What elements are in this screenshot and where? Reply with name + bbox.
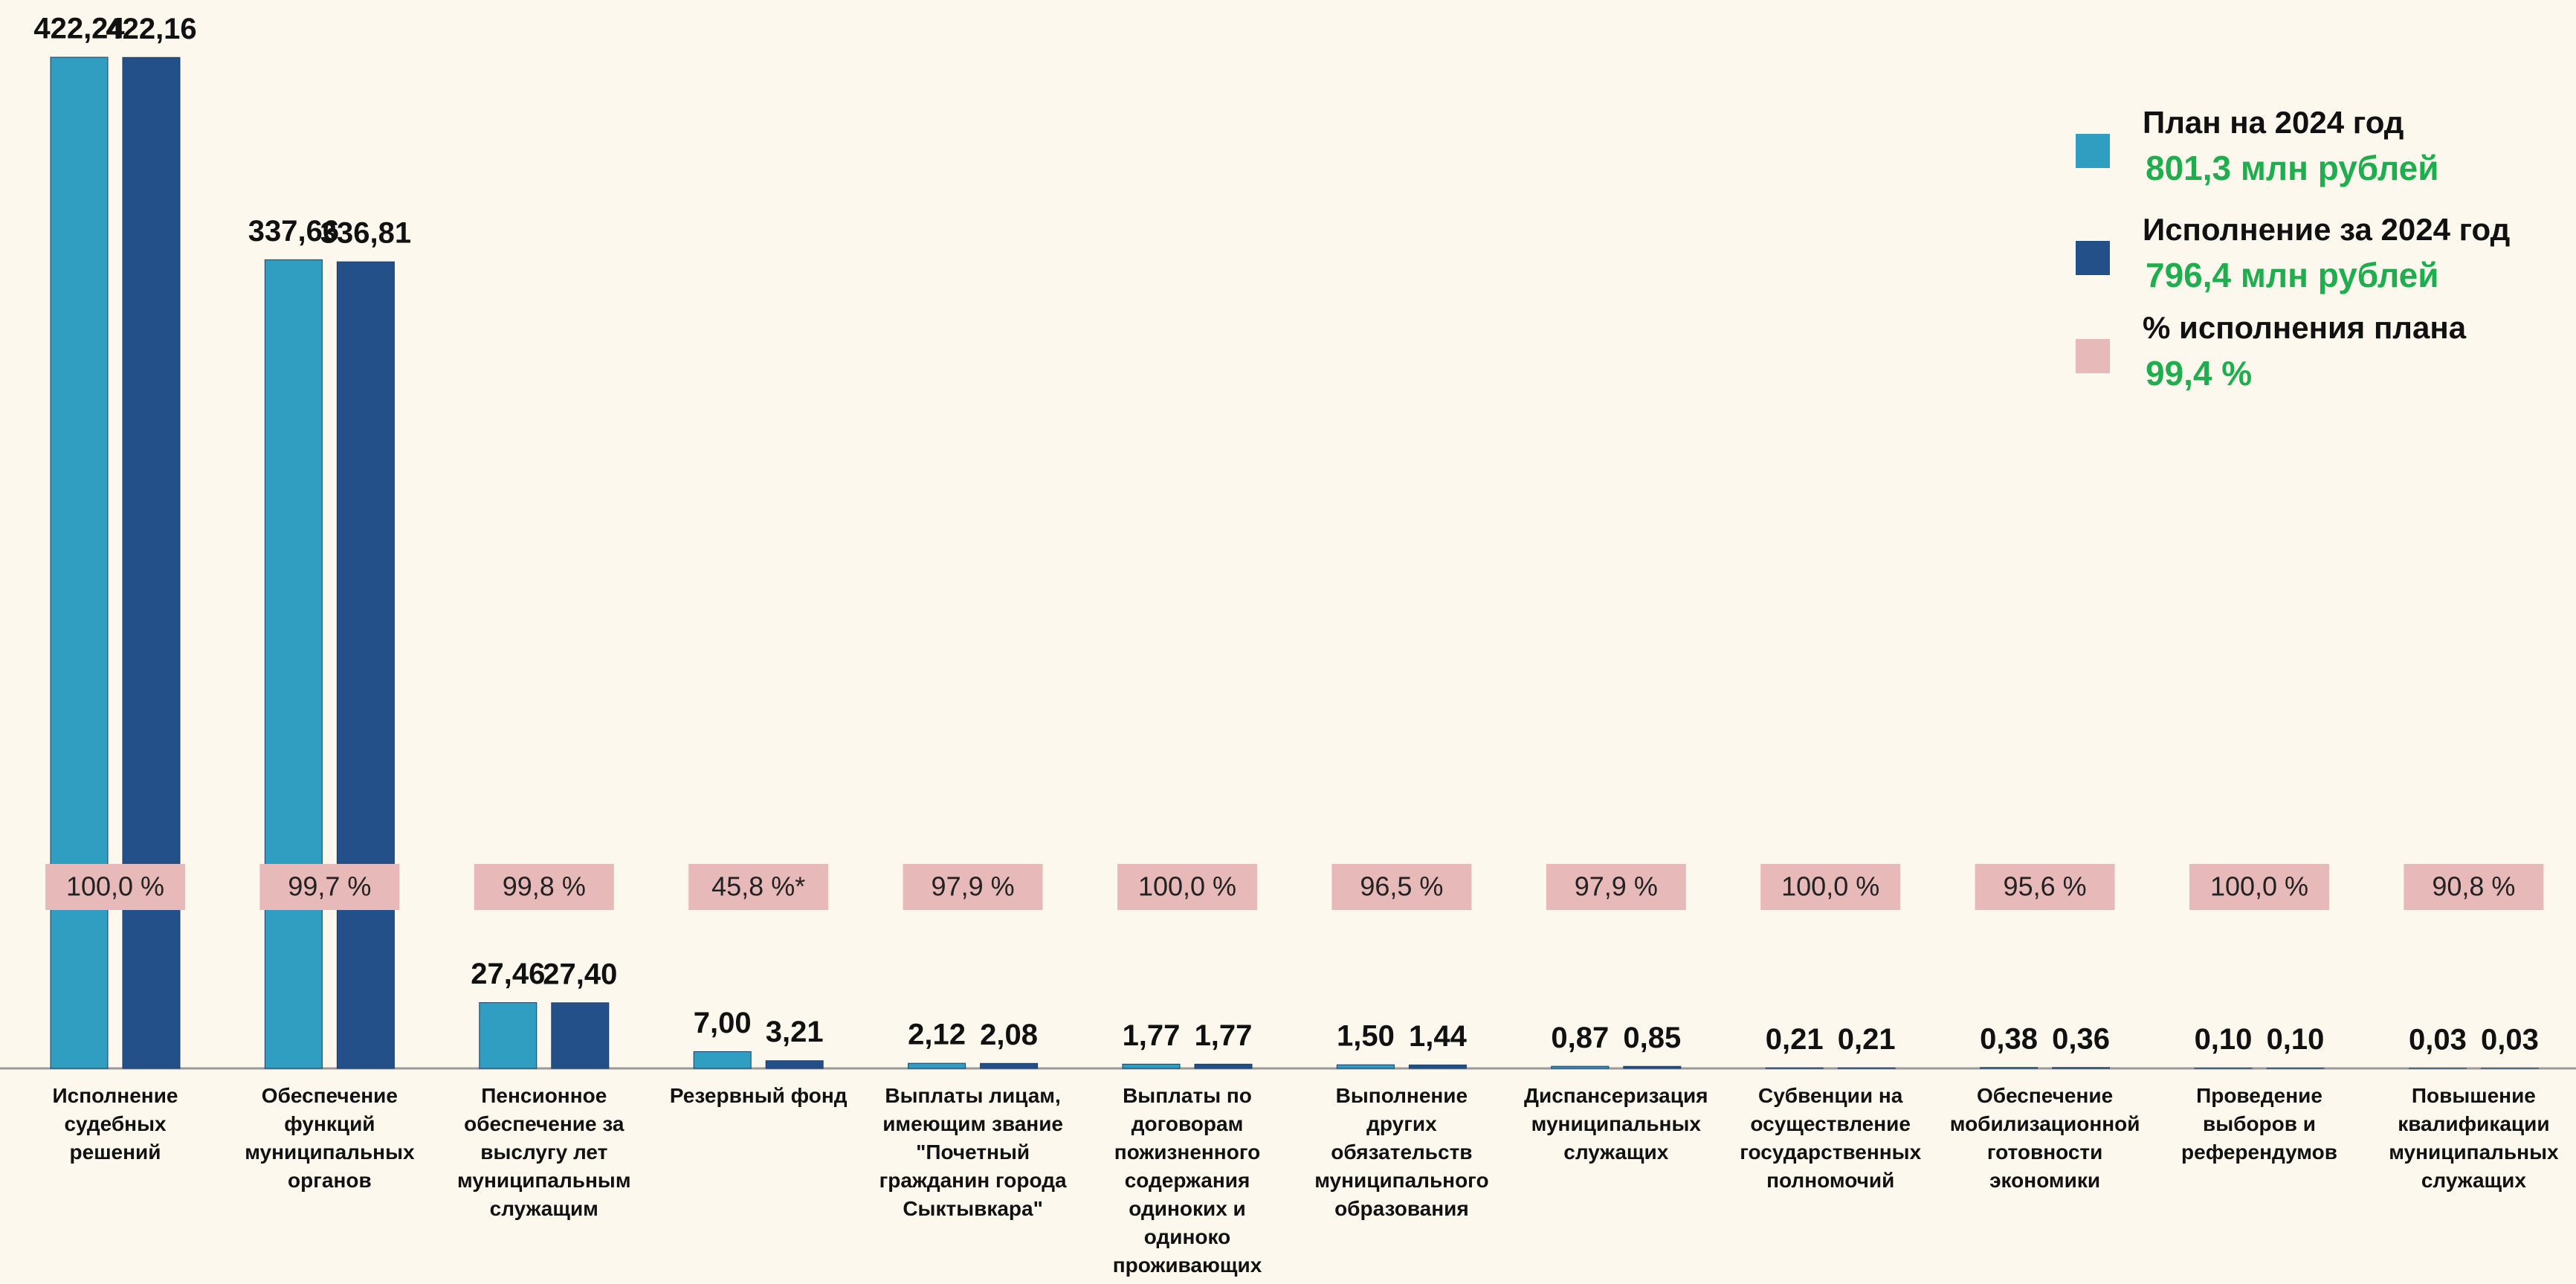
legend-label: План на 2024 год [2143,105,2404,140]
legend-label: % исполнения плана [2143,310,2467,345]
bar [264,259,323,1069]
bar [479,1002,538,1069]
percent-label: 45,8 %* [711,871,805,902]
x-tick-label: Повышение квалификации муниципальных слу… [2389,1084,2559,1192]
value-label: 0,85 [1623,1022,1681,1054]
bar [50,57,109,1069]
legend-swatch [2076,241,2110,275]
x-tick-label: Обеспечение функций муниципальных органо… [245,1084,415,1192]
value-label: 0,03 [2409,1023,2467,1056]
bar [122,57,181,1069]
percent-box [1975,864,2115,910]
value-label: 2,12 [908,1019,966,1051]
value-label: 27,40 [543,958,617,990]
x-tick-label: Проведение выборов и референдумов [2181,1084,2337,1164]
percent-label: 99,7 % [288,871,371,902]
value-label: 27,46 [471,958,545,990]
x-tick-label: Обеспечение мобилизационной готовности э… [1949,1084,2140,1192]
legend-total: 796,4 млн рублей [2146,256,2439,294]
legend-total: 801,3 млн рублей [2146,149,2439,187]
x-tick-label: Исполнение судебных решений [52,1084,178,1164]
value-label: 1,77 [1123,1019,1181,1052]
x-tick-label: Выплаты лицам, имеющим звание "Почетный … [879,1084,1067,1220]
legend-total: 99,4 % [2146,354,2252,393]
percent-label: 97,9 % [932,871,1015,902]
percent-label: 90,8 % [2432,871,2515,902]
bar [765,1060,824,1069]
value-label: 0,03 [2481,1023,2539,1056]
bar [1408,1064,1467,1069]
percent-box [1331,864,1472,910]
value-label: 3,21 [766,1016,824,1048]
value-label: 0,21 [1838,1023,1896,1056]
bar [980,1062,1039,1069]
bar [908,1062,966,1069]
value-label: 0,87 [1551,1022,1609,1054]
value-label: 0,21 [1766,1023,1824,1056]
bar [693,1051,752,1069]
bar [1551,1065,1610,1069]
percent-box [1760,864,1901,910]
value-label: 0,38 [1980,1022,2038,1055]
percent-box [259,864,400,910]
bar [1122,1063,1181,1069]
legend-label: Исполнение за 2024 год [2143,212,2510,247]
percent-label: 100,0 % [1781,871,1879,902]
x-tick-label: Субвенции на осуществление государственн… [1740,1084,1922,1192]
x-tick-label: Выполнение других обязательств муниципал… [1314,1084,1489,1220]
value-label: 7,00 [694,1007,752,1039]
percent-box [688,864,829,910]
percent-label: 97,9 % [1575,871,1658,902]
bar [1194,1063,1253,1069]
value-label: 2,08 [980,1019,1038,1051]
percent-box [903,864,1043,910]
x-tick-label: Пенсионное обеспечение за выслугу лет му… [457,1084,631,1220]
bar [1623,1065,1682,1069]
x-tick-label: Резервный фонд [669,1084,848,1107]
value-label: 422,24 [33,13,125,45]
percent-box [474,864,614,910]
percent-box [45,864,185,910]
value-label: 422,16 [106,13,196,45]
percent-box [2404,864,2544,910]
value-label: 336,81 [320,217,411,250]
value-label: 1,77 [1195,1019,1253,1052]
value-label: 0,36 [2052,1022,2110,1055]
percent-label: 100,0 % [66,871,164,902]
value-label: 1,44 [1409,1020,1468,1053]
percent-label: 95,6 % [2004,871,2087,902]
percent-box [1546,864,1686,910]
bar [551,1002,610,1069]
value-label: 0,10 [2195,1023,2253,1056]
x-tick-label: Выплаты по договорам пожизненного содерж… [1112,1084,1262,1284]
legend-swatch [2076,339,2110,373]
percent-label: 96,5 % [1360,871,1443,902]
bar [336,261,395,1069]
percent-label: 99,8 % [503,871,586,902]
bar [1336,1064,1395,1069]
value-label: 337,66 [248,215,339,248]
percent-box [2189,864,2329,910]
x-tick-label: Диспансеризация муниципальных служащих [1524,1084,1708,1164]
value-label: 1,50 [1337,1020,1395,1053]
percent-label: 100,0 % [2210,871,2308,902]
value-label: 0,10 [2267,1023,2325,1056]
legend-swatch [2076,134,2110,168]
percent-label: 100,0 % [1138,871,1236,902]
percent-box [1117,864,1257,910]
